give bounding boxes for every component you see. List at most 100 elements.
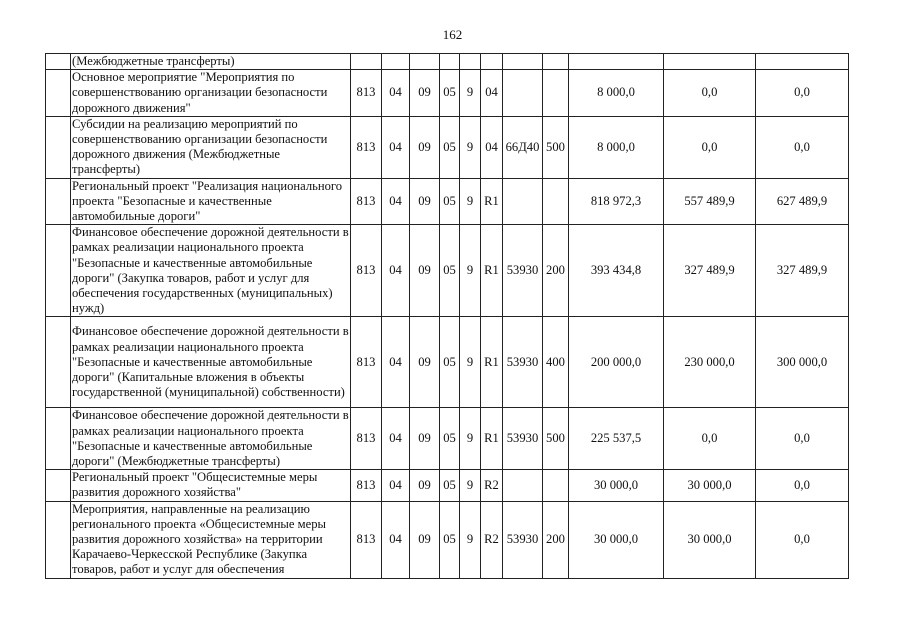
code-cell-c5: 9	[459, 224, 481, 318]
code-cell-c1: 813	[350, 177, 382, 226]
code-cell-c1	[350, 52, 382, 71]
code-cell-c1: 813	[350, 115, 382, 179]
amount-cell-v1: 8 000,0	[568, 69, 664, 117]
code-cell-c3: 09	[409, 407, 440, 471]
code-cell-c5: 9	[459, 316, 481, 409]
code-cell-c8: 400	[542, 316, 569, 409]
description-cell: Мероприятия, направленные на реализацию …	[70, 500, 351, 579]
description-cell: Региональный проект "Реализация национал…	[70, 177, 351, 226]
code-cell-c5: 9	[459, 177, 481, 226]
code-cell-c3: 09	[409, 316, 440, 409]
row-number-cell	[45, 469, 71, 502]
code-cell-c2: 04	[381, 469, 410, 502]
description-cell: Финансовое обеспечение дорожной деятельн…	[70, 407, 351, 471]
code-cell-c2: 04	[381, 177, 410, 226]
code-cell-c6: R1	[480, 177, 503, 226]
code-cell-c6: 04	[480, 69, 503, 117]
code-cell-c7: 53930	[502, 500, 543, 579]
code-cell-c7	[502, 52, 543, 71]
table-row: Финансовое обеспечение дорожной деятельн…	[45, 224, 849, 318]
code-cell-c6: R2	[480, 469, 503, 502]
amount-cell-v3: 0,0	[755, 500, 849, 579]
code-cell-c6: 04	[480, 115, 503, 179]
code-cell-c4: 05	[439, 316, 460, 409]
code-cell-c6: R1	[480, 407, 503, 471]
table-row: Региональный проект "Общесистемные меры …	[45, 469, 849, 502]
code-cell-c2: 04	[381, 407, 410, 471]
code-cell-c3: 09	[409, 69, 440, 117]
table-row: Основное мероприятие "Мероприятия по сов…	[45, 69, 849, 117]
code-cell-c3: 09	[409, 224, 440, 318]
row-number-cell	[45, 224, 71, 318]
description-cell: Финансовое обеспечение дорожной деятельн…	[70, 316, 351, 409]
code-cell-c3: 09	[409, 500, 440, 579]
code-cell-c7	[502, 469, 543, 502]
row-number-cell	[45, 69, 71, 117]
code-cell-c4: 05	[439, 469, 460, 502]
code-cell-c3: 09	[409, 177, 440, 226]
description-cell: Основное мероприятие "Мероприятия по сов…	[70, 69, 351, 117]
code-cell-c1: 813	[350, 469, 382, 502]
amount-cell-v3: 0,0	[755, 407, 849, 471]
code-cell-c8	[542, 69, 569, 117]
code-cell-c7: 53930	[502, 407, 543, 471]
code-cell-c3: 09	[409, 469, 440, 502]
code-cell-c4: 05	[439, 407, 460, 471]
code-cell-c5	[459, 52, 481, 71]
code-cell-c3	[409, 52, 440, 71]
code-cell-c4: 05	[439, 500, 460, 579]
amount-cell-v2: 0,0	[663, 69, 756, 117]
budget-table: (Межбюджетные трансферты) Основное меропр…	[45, 52, 849, 579]
code-cell-c5: 9	[459, 500, 481, 579]
amount-cell-v2: 30 000,0	[663, 469, 756, 502]
table-row: Субсидии на реализацию мероприятий по со…	[45, 115, 849, 179]
code-cell-c8: 500	[542, 407, 569, 471]
description-cell: Региональный проект "Общесистемные меры …	[70, 469, 351, 502]
amount-cell-v1	[568, 52, 664, 71]
code-cell-c8: 200	[542, 500, 569, 579]
code-cell-c1: 813	[350, 407, 382, 471]
amount-cell-v3	[755, 52, 849, 71]
code-cell-c5: 9	[459, 407, 481, 471]
description-cell: (Межбюджетные трансферты)	[70, 52, 351, 71]
code-cell-c5: 9	[459, 469, 481, 502]
code-cell-c1: 813	[350, 69, 382, 117]
row-number-cell	[45, 407, 71, 471]
table-row: Мероприятия, направленные на реализацию …	[45, 500, 849, 579]
amount-cell-v3: 0,0	[755, 69, 849, 117]
page-number: 162	[442, 27, 463, 42]
code-cell-c5: 9	[459, 69, 481, 117]
code-cell-c7: 53930	[502, 224, 543, 318]
table-row: Финансовое обеспечение дорожной деятельн…	[45, 407, 849, 471]
code-cell-c2: 04	[381, 500, 410, 579]
code-cell-c6: R1	[480, 316, 503, 409]
code-cell-c6: R1	[480, 224, 503, 318]
description-cell: Финансовое обеспечение дорожной деятельн…	[70, 224, 351, 318]
amount-cell-v3: 327 489,9	[755, 224, 849, 318]
amount-cell-v3: 0,0	[755, 469, 849, 502]
code-cell-c4: 05	[439, 115, 460, 179]
amount-cell-v1: 30 000,0	[568, 500, 664, 579]
code-cell-c3: 09	[409, 115, 440, 179]
code-cell-c5: 9	[459, 115, 481, 179]
row-number-cell	[45, 177, 71, 226]
table-row: Финансовое обеспечение дорожной деятельн…	[45, 316, 849, 409]
code-cell-c1: 813	[350, 500, 382, 579]
code-cell-c8	[542, 177, 569, 226]
code-cell-c4: 05	[439, 177, 460, 226]
amount-cell-v2: 557 489,9	[663, 177, 756, 226]
amount-cell-v3: 300 000,0	[755, 316, 849, 409]
code-cell-c6	[480, 52, 503, 71]
code-cell-c7: 53930	[502, 316, 543, 409]
code-cell-c2	[381, 52, 410, 71]
code-cell-c2: 04	[381, 224, 410, 318]
code-cell-c1: 813	[350, 316, 382, 409]
code-cell-c7	[502, 177, 543, 226]
code-cell-c4	[439, 52, 460, 71]
code-cell-c8: 200	[542, 224, 569, 318]
amount-cell-v1: 30 000,0	[568, 469, 664, 502]
code-cell-c8	[542, 469, 569, 502]
amount-cell-v1: 818 972,3	[568, 177, 664, 226]
amount-cell-v2: 30 000,0	[663, 500, 756, 579]
amount-cell-v3: 627 489,9	[755, 177, 849, 226]
